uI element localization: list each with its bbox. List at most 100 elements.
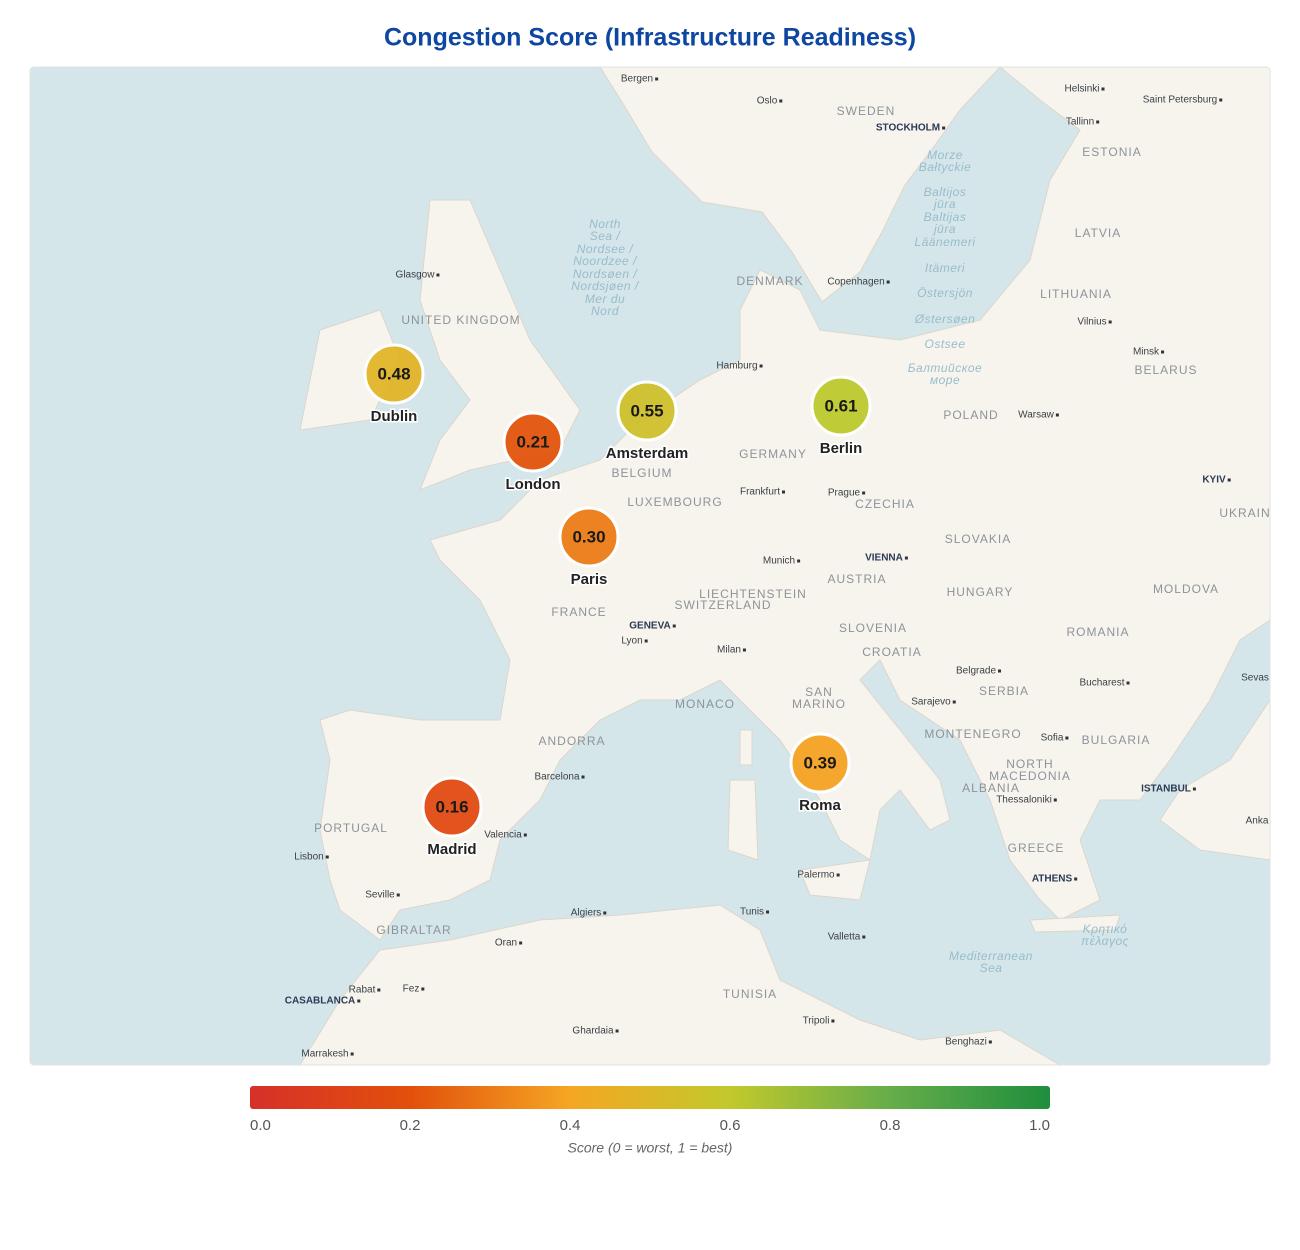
country-label: ALBANIA — [962, 781, 1020, 795]
city-label: Glasgow — [396, 270, 436, 281]
colorbar-tick-label: 0.6 — [720, 1117, 741, 1134]
city-label: Tallinn — [1066, 117, 1094, 128]
city-dot — [1053, 798, 1057, 802]
colorbar-tick-label: 0.2 — [400, 1117, 421, 1134]
country-label: LATVIA — [1075, 226, 1121, 240]
country-label: MACEDONIA — [989, 769, 1071, 783]
sea-label: Sea / — [590, 229, 622, 243]
city-dot — [603, 911, 607, 915]
sea-label: jūra — [932, 222, 956, 236]
sea-label: jūra — [932, 197, 956, 211]
city-label: Bucharest — [1079, 678, 1124, 689]
city-dot — [952, 700, 956, 704]
sea-label: Morze — [927, 148, 963, 162]
country-label: BULGARIA — [1082, 733, 1151, 747]
country-label: MONACO — [675, 697, 735, 711]
city-dot — [988, 1040, 992, 1044]
sea-label: Mer du — [585, 292, 625, 306]
city-label: Milan — [717, 645, 741, 656]
city-label: CASABLANCA — [285, 996, 356, 1007]
city-dot — [1074, 877, 1078, 881]
country-label: SLOVENIA — [839, 621, 907, 635]
city-dot — [1108, 320, 1112, 324]
city-dot — [396, 893, 400, 897]
sea-label: Nord — [591, 304, 619, 318]
sea-label: Östersjön — [917, 286, 973, 300]
city-dot — [862, 491, 866, 495]
marker-value: 0.61 — [824, 396, 857, 415]
city-label: Palermo — [797, 870, 835, 881]
sea-label: Østersøen — [914, 312, 976, 326]
country-label: MARINO — [792, 697, 846, 711]
sea-label: Läänemeri — [914, 235, 975, 249]
city-label: Belgrade — [956, 666, 996, 677]
marker-name: Madrid — [427, 841, 476, 858]
city-label: Tunis — [740, 907, 764, 918]
city-label: Valletta — [828, 932, 861, 943]
country-label: BELGIUM — [611, 466, 672, 480]
city-label: Hamburg — [716, 361, 757, 372]
city-dot — [523, 833, 527, 837]
city-label: Barcelona — [534, 772, 579, 783]
city-label: Munich — [763, 556, 795, 567]
city-dot — [325, 855, 329, 859]
colorbar-tick-label: 1.0 — [1029, 1117, 1050, 1134]
city-dot — [942, 126, 946, 130]
sea-label: Nordsjøen / — [571, 279, 640, 293]
country-label: UNITED KINGDOM — [401, 313, 520, 327]
city-label: Sofia — [1041, 733, 1064, 744]
city-dot — [886, 280, 890, 284]
sea-label: πέλαγος — [1081, 934, 1129, 948]
country-label: BELARUS — [1134, 363, 1197, 377]
marker — [421, 776, 483, 838]
marker-name: Amsterdam — [606, 445, 689, 462]
city-label: Oran — [495, 938, 517, 949]
city-label: Lyon — [621, 636, 642, 647]
city-dot — [421, 987, 425, 991]
country-label: GERMANY — [739, 447, 807, 461]
country-label: UKRAIN — [1219, 506, 1270, 520]
city-label: Helsinki — [1064, 84, 1099, 95]
country-label: SERBIA — [979, 684, 1029, 698]
city-dot — [1192, 787, 1196, 791]
city-label: Tripoli — [803, 1016, 830, 1027]
city-dot — [519, 941, 523, 945]
city-label: Anka — [1246, 816, 1269, 827]
city-dot — [1096, 120, 1100, 124]
sea-label: Baltijos — [924, 185, 967, 199]
city-dot — [742, 648, 746, 652]
marker-name: Roma — [799, 797, 841, 814]
sea-label: Nordsøen / — [573, 267, 639, 281]
city-label: Copenhagen — [827, 277, 884, 288]
country-label: MONTENEGRO — [924, 727, 1021, 741]
city-label: Vilnius — [1077, 317, 1106, 328]
country-label: ROMANIA — [1066, 625, 1129, 639]
marker-value: 0.48 — [377, 364, 410, 383]
city-label: Saint Petersburg — [1143, 95, 1218, 106]
marker-name: London — [506, 476, 561, 493]
city-label: Rabat — [349, 985, 376, 996]
city-dot — [759, 364, 763, 368]
map: Bergen Oslo Helsinki Saint Petersburg Tallin… — [30, 67, 1270, 1065]
country-label: TUNISIA — [723, 987, 777, 1001]
country-label: LITHUANIA — [1040, 287, 1112, 301]
sea-label: Балтийское — [908, 361, 982, 375]
city-dot — [862, 935, 866, 939]
sea-label: Nordsee / — [577, 242, 635, 256]
city-label: Lisbon — [294, 852, 323, 863]
country-label: GIBRALTAR — [376, 923, 451, 937]
sea-label: Bałtyckie — [919, 160, 972, 174]
city-dot — [655, 77, 659, 81]
city-dot — [831, 1019, 835, 1023]
country-label: ESTONIA — [1082, 145, 1141, 159]
city-dot — [581, 775, 585, 779]
city-dot — [1126, 681, 1130, 685]
country-label: ANDORRA — [538, 734, 605, 748]
city-dot — [357, 999, 361, 1003]
city-dot — [1065, 736, 1069, 740]
city-dot — [836, 873, 840, 877]
marker-value: 0.39 — [803, 753, 836, 772]
marker-value: 0.16 — [435, 797, 468, 816]
city-label: Minsk — [1133, 347, 1160, 358]
map-frame — [29, 66, 1271, 1066]
